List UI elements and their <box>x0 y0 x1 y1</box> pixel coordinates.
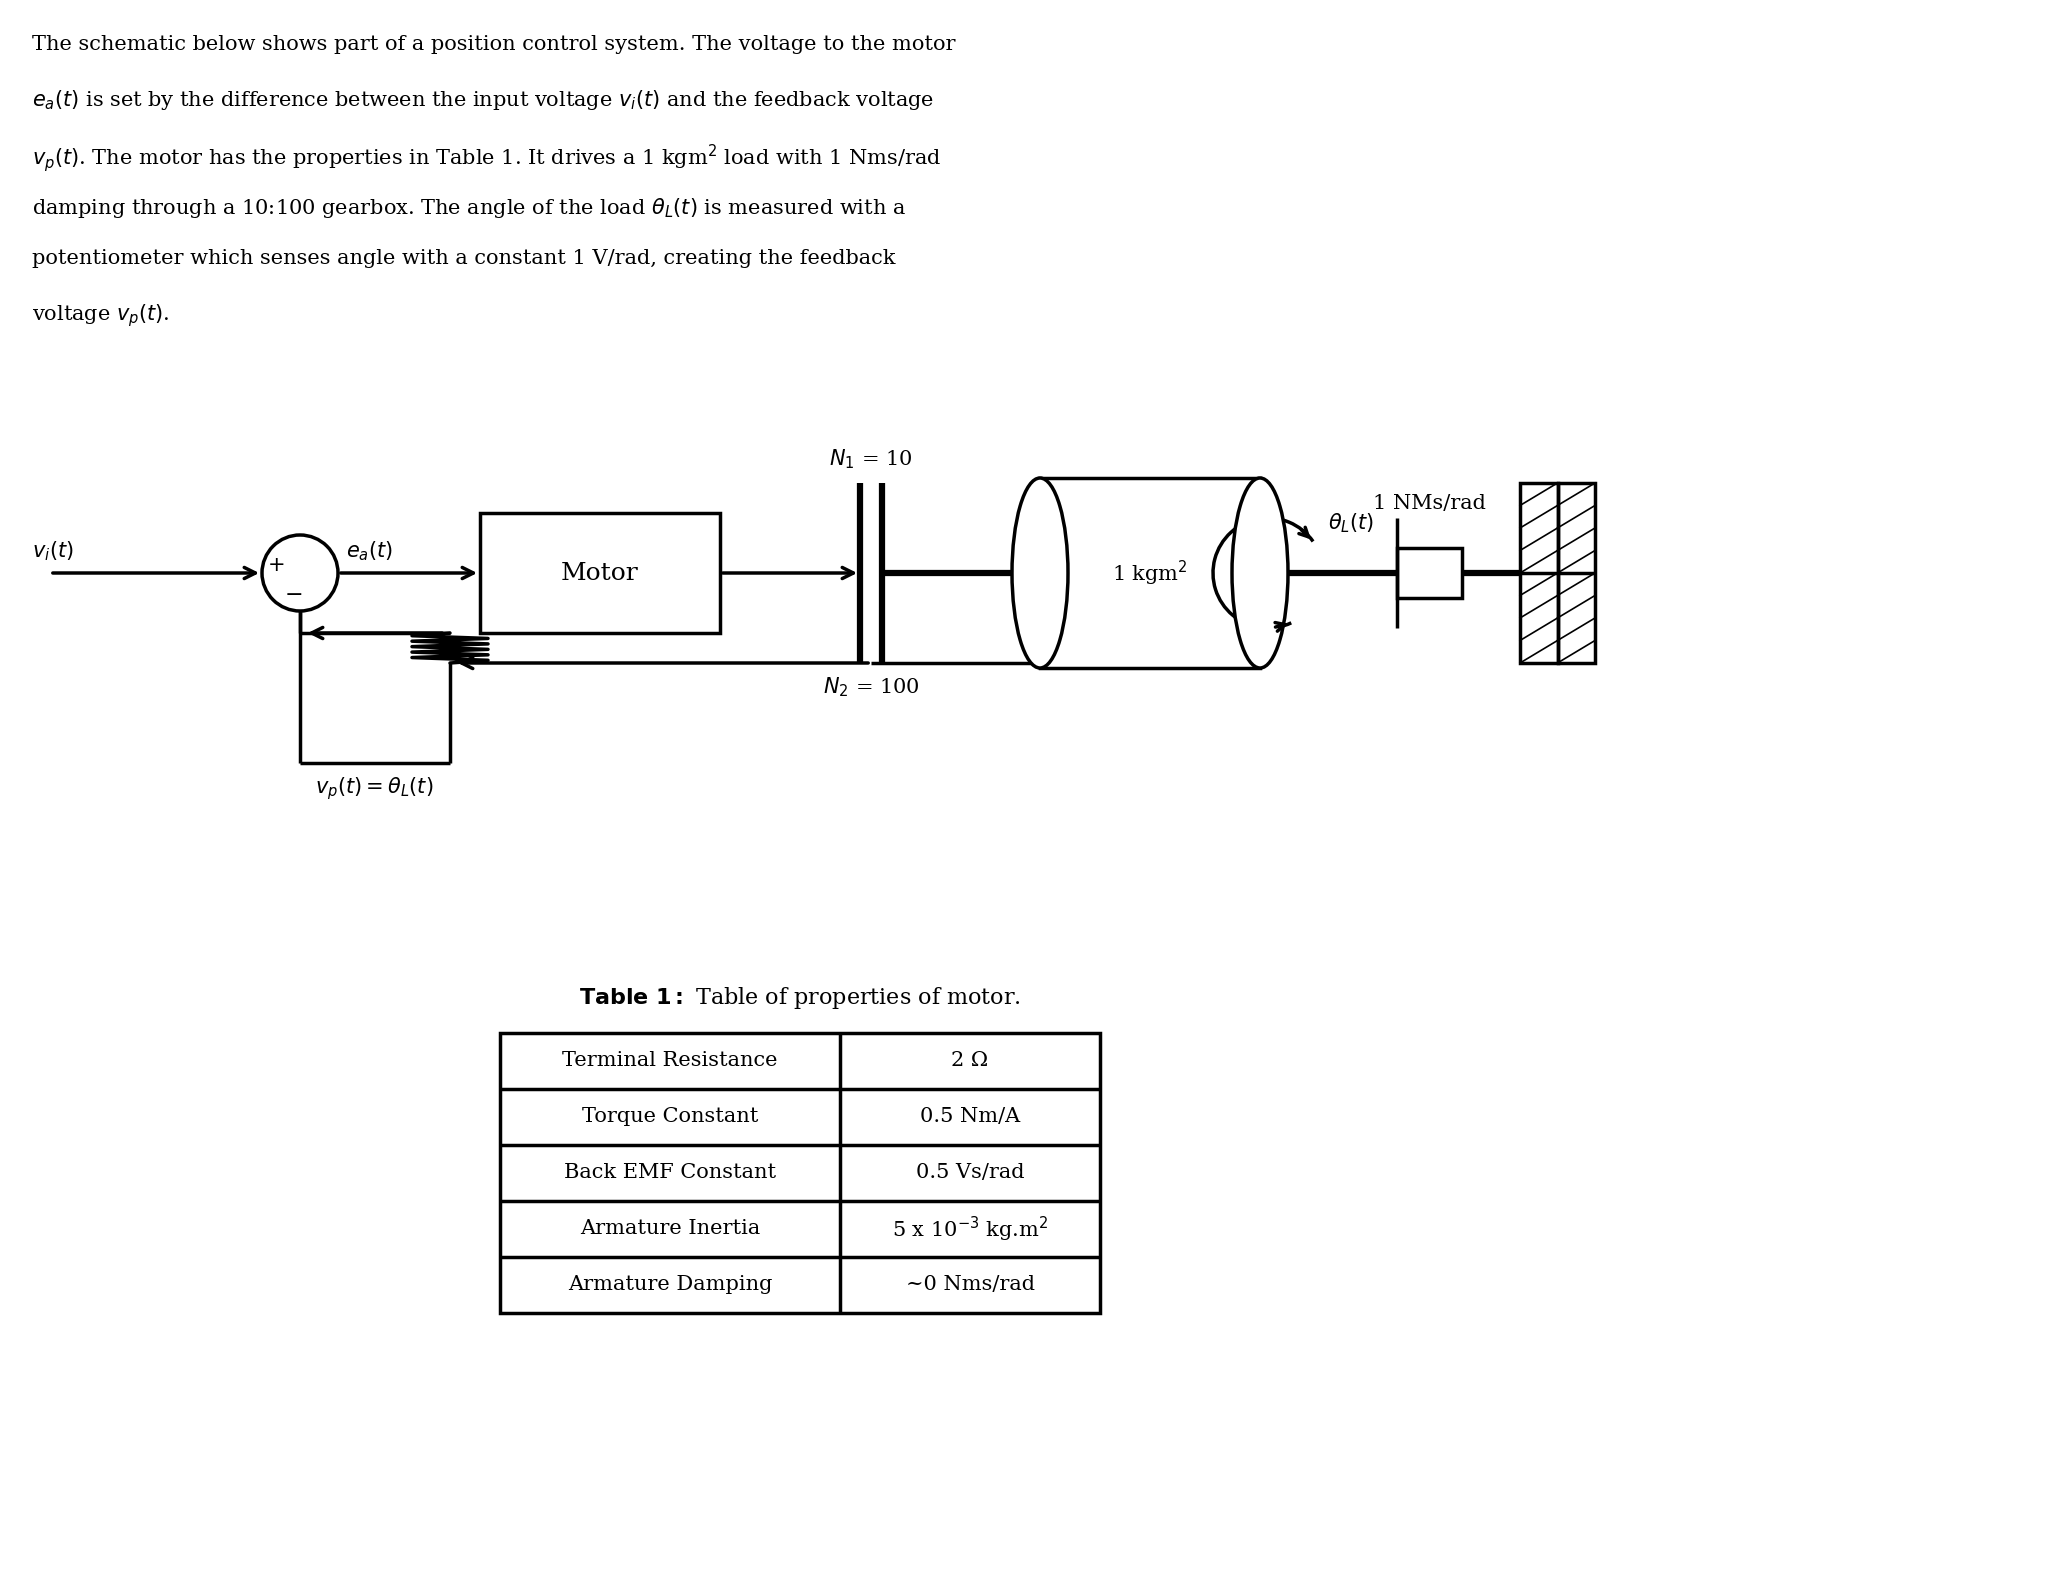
Bar <box>1557 483 1596 663</box>
Bar <box>1397 548 1463 597</box>
Text: Back EMF Constant: Back EMF Constant <box>565 1163 775 1182</box>
Text: The schematic below shows part of a position control system. The voltage to the : The schematic below shows part of a posi… <box>33 35 955 54</box>
Bar <box>499 1032 1101 1313</box>
Text: damping through a 10:100 gearbox. The angle of the load $\theta_L(t)$ is measure: damping through a 10:100 gearbox. The an… <box>33 196 906 220</box>
Text: Armature Damping: Armature Damping <box>569 1276 771 1295</box>
Text: 0.5 Nm/A: 0.5 Nm/A <box>921 1107 1021 1126</box>
Text: $e_a(t)$: $e_a(t)$ <box>346 540 393 562</box>
Ellipse shape <box>1013 478 1068 667</box>
Text: voltage $v_p(t)$.: voltage $v_p(t)$. <box>33 303 170 330</box>
Text: 5 x 10$^{-3}$ kg.m$^2$: 5 x 10$^{-3}$ kg.m$^2$ <box>892 1214 1048 1244</box>
Text: $v_p(t) = \theta_L(t)$: $v_p(t) = \theta_L(t)$ <box>315 776 434 801</box>
Bar <box>481 513 720 632</box>
Text: 0.5 Vs/rad: 0.5 Vs/rad <box>917 1163 1025 1182</box>
Text: $v_p(t)$. The motor has the properties in Table 1. It drives a 1 kgm$^2$ load wi: $v_p(t)$. The motor has the properties i… <box>33 142 941 174</box>
Text: $v_i(t)$: $v_i(t)$ <box>33 540 74 562</box>
Text: $N_1$ = 10: $N_1$ = 10 <box>829 448 913 472</box>
Text: Motor: Motor <box>561 561 638 585</box>
Text: $e_a(t)$ is set by the difference between the input voltage $v_i(t)$ and the fee: $e_a(t)$ is set by the difference betwee… <box>33 89 935 113</box>
Text: 2 Ω: 2 Ω <box>951 1051 988 1070</box>
Bar <box>1520 483 1557 663</box>
Text: $\mathbf{Table\ 1:}$ Table of properties of motor.: $\mathbf{Table\ 1:}$ Table of properties… <box>579 984 1021 1012</box>
Bar <box>1039 478 1260 667</box>
Text: 1 kgm$^2$: 1 kgm$^2$ <box>1113 559 1189 588</box>
Text: +: + <box>268 554 286 575</box>
Text: $N_2$ = 100: $N_2$ = 100 <box>822 675 919 699</box>
Text: Armature Inertia: Armature Inertia <box>579 1220 761 1238</box>
Text: potentiometer which senses angle with a constant 1 V/rad, creating the feedback: potentiometer which senses angle with a … <box>33 249 896 268</box>
Ellipse shape <box>1232 478 1289 667</box>
Text: $\theta_L(t)$: $\theta_L(t)$ <box>1328 511 1375 535</box>
Text: Torque Constant: Torque Constant <box>581 1107 759 1126</box>
Text: −: − <box>284 585 303 605</box>
Text: 1 NMs/rad: 1 NMs/rad <box>1373 494 1485 513</box>
Text: ~0 Nms/rad: ~0 Nms/rad <box>906 1276 1035 1295</box>
Text: Terminal Resistance: Terminal Resistance <box>563 1051 777 1070</box>
